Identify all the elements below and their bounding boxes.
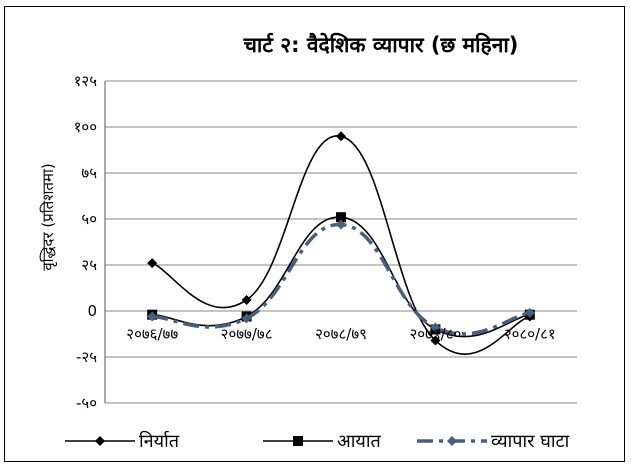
tick-layer: १२५ १०० ७५ ५० २५ 0 -२५ -५० २०७६/७७ २०७७/७८ २०७८/७९… bbox=[74, 72, 556, 412]
x-tick-label: २०७७/७८ bbox=[221, 325, 273, 343]
x-tick-label: २०७८/७९ bbox=[315, 325, 367, 343]
legend-label: व्यापार घाटा bbox=[491, 431, 570, 452]
legend-swatch-marker bbox=[293, 436, 303, 446]
series-2-point bbox=[430, 322, 441, 333]
series-0-point bbox=[430, 335, 441, 346]
legend-label: आयात bbox=[337, 431, 381, 452]
series-0 bbox=[147, 131, 535, 355]
y-tick-label: १०० bbox=[74, 118, 97, 136]
chart-frame: चार्ट २: वैदेशिक व्यापार (छ महिना) १२५ १०… bbox=[4, 6, 625, 462]
legend-item: निर्यात bbox=[65, 430, 180, 452]
legend-label: निर्यात bbox=[139, 430, 180, 452]
y-tick-label: १२५ bbox=[74, 72, 98, 90]
series-2-point bbox=[524, 307, 535, 318]
y-tick-label: -५० bbox=[76, 394, 97, 412]
y-tick-label: -२५ bbox=[76, 348, 97, 366]
series-0-point bbox=[241, 294, 252, 305]
x-tick-label: २०७९/८० bbox=[409, 325, 461, 343]
y-tick-label: २५ bbox=[81, 256, 97, 274]
series-2 bbox=[147, 219, 535, 336]
y-tick-label: ५० bbox=[81, 210, 97, 228]
legend-item: आयात bbox=[263, 431, 381, 452]
series-1-line bbox=[152, 216, 530, 338]
series-layer bbox=[147, 131, 535, 355]
series-1-point bbox=[336, 212, 346, 223]
legend: निर्यात आयात व्यापार घाटा bbox=[65, 430, 570, 452]
y-tick-label: 0 bbox=[87, 302, 97, 320]
legend-swatch-marker bbox=[95, 436, 105, 446]
x-tick-label: २०७६/७७ bbox=[126, 325, 178, 343]
series-2-point bbox=[336, 219, 346, 230]
legend-swatch-marker bbox=[447, 436, 457, 446]
x-tick-label: २०८०/८१ bbox=[504, 325, 556, 343]
series-0-point bbox=[336, 131, 346, 142]
chart-svg: चार्ट २: वैदेशिक व्यापार (छ महिना) १२५ १०… bbox=[39, 32, 577, 452]
y-tick-label: ७५ bbox=[81, 164, 97, 182]
series-1 bbox=[147, 212, 535, 338]
legend-item: व्यापार घाटा bbox=[417, 431, 570, 452]
series-2-line bbox=[152, 222, 531, 336]
series-0-line bbox=[151, 135, 531, 355]
y-axis-label: वृद्धिदर (प्रतिशतमा) bbox=[39, 163, 58, 270]
series-2-point bbox=[241, 313, 252, 324]
grid-layer bbox=[105, 80, 577, 404]
chart-title: चार्ट २: वैदेशिक व्यापार (छ महिना) bbox=[243, 32, 519, 57]
series-2-point bbox=[147, 311, 158, 322]
series-0-point bbox=[147, 258, 158, 269]
